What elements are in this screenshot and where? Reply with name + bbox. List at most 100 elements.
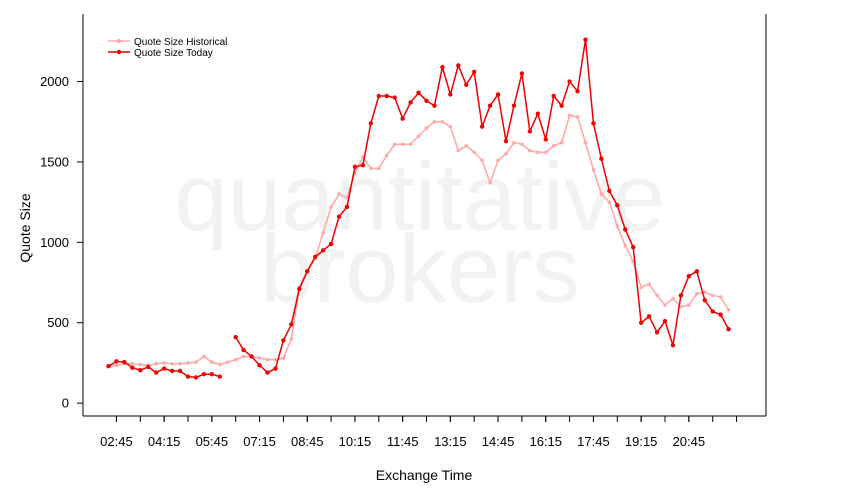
data-point: [456, 63, 461, 68]
data-point: [186, 361, 190, 365]
data-point: [678, 293, 684, 298]
data-point: [718, 312, 723, 317]
y-tick-label: 1000: [40, 235, 69, 250]
data-point: [639, 285, 643, 290]
data-point: [369, 166, 373, 171]
data-point: [710, 293, 715, 298]
data-point: [392, 142, 397, 147]
data-point: [336, 214, 342, 219]
data-point: [368, 121, 374, 126]
data-point: [273, 357, 278, 362]
data-point: [313, 254, 318, 260]
data-point: [345, 195, 349, 200]
data-point: [631, 244, 636, 250]
data-point: [432, 119, 437, 124]
data-point: [432, 103, 437, 108]
data-point: [194, 360, 198, 364]
data-point: [416, 134, 421, 139]
data-point: [384, 93, 389, 99]
series-today: [106, 37, 731, 380]
data-point: [384, 153, 389, 158]
data-point: [702, 290, 707, 294]
data-point: [400, 142, 405, 147]
legend-label-today: Quote Size Today: [134, 48, 213, 59]
data-point: [662, 318, 668, 324]
data-point: [154, 370, 159, 375]
data-point: [551, 144, 556, 148]
data-point: [464, 144, 469, 148]
data-point: [257, 356, 262, 360]
legend: Quote Size Historical Quote Size Today: [108, 37, 227, 59]
data-point: [559, 140, 564, 145]
data-point: [281, 338, 286, 343]
x-tick-label: 20:45: [673, 434, 706, 449]
data-point: [702, 298, 707, 303]
data-point: [535, 111, 540, 116]
data-point: [281, 356, 286, 360]
data-point: [233, 335, 238, 340]
data-point: [599, 156, 604, 161]
data-point: [686, 273, 692, 279]
data-point: [575, 88, 580, 94]
data-point: [169, 368, 175, 374]
x-tick-label: 11:45: [387, 434, 419, 449]
data-point: [607, 200, 612, 204]
data-point: [161, 366, 167, 371]
data-point: [638, 320, 644, 325]
data-point: [480, 158, 484, 163]
data-point: [321, 230, 325, 235]
data-point: [488, 181, 492, 185]
data-point: [670, 343, 676, 348]
data-point: [726, 326, 731, 332]
axes: [82, 14, 767, 417]
data-point: [559, 103, 564, 108]
data-point: [456, 148, 461, 153]
data-point: [106, 363, 111, 369]
data-point: [114, 363, 119, 368]
data-point: [114, 359, 119, 364]
legend-marker-historical: [116, 38, 122, 44]
watermark-line-1: quantitative: [174, 144, 665, 251]
data-point: [519, 71, 525, 76]
data-point: [591, 121, 596, 126]
x-tick-label: 10:15: [339, 434, 372, 449]
data-point: [130, 365, 135, 370]
x-tick-label: 19:15: [625, 434, 658, 449]
data-point: [440, 64, 445, 70]
data-point: [495, 92, 501, 97]
data-point: [551, 93, 556, 99]
y-tick-label: 500: [47, 315, 69, 330]
data-point: [424, 98, 429, 104]
data-point: [599, 192, 604, 196]
data-point: [360, 162, 366, 168]
data-point: [520, 142, 524, 147]
data-point: [726, 308, 731, 312]
data-point: [695, 291, 699, 296]
data-point: [377, 166, 381, 171]
x-tick-label: 04:15: [148, 434, 181, 449]
x-tick-label: 13:15: [434, 434, 467, 449]
y-ticks: 0 500 1000 1500 2000: [40, 74, 83, 411]
data-point: [202, 354, 206, 359]
data-point: [305, 269, 310, 274]
data-point: [694, 269, 699, 274]
data-point: [479, 124, 485, 129]
data-point: [146, 364, 151, 370]
data-point: [162, 361, 166, 365]
data-point: [464, 82, 469, 87]
data-point: [138, 362, 143, 367]
data-point: [615, 203, 620, 208]
y-axis-title: Quote Size: [17, 193, 33, 262]
data-point: [289, 337, 294, 341]
data-point: [607, 188, 612, 194]
data-point: [273, 366, 278, 371]
x-tick-label: 02:45: [100, 434, 133, 449]
data-point: [487, 103, 493, 108]
data-point: [448, 92, 453, 97]
data-point: [687, 303, 691, 307]
data-point: [241, 347, 246, 353]
data-point: [265, 370, 270, 375]
data-point: [440, 119, 445, 124]
data-point: [265, 357, 270, 362]
